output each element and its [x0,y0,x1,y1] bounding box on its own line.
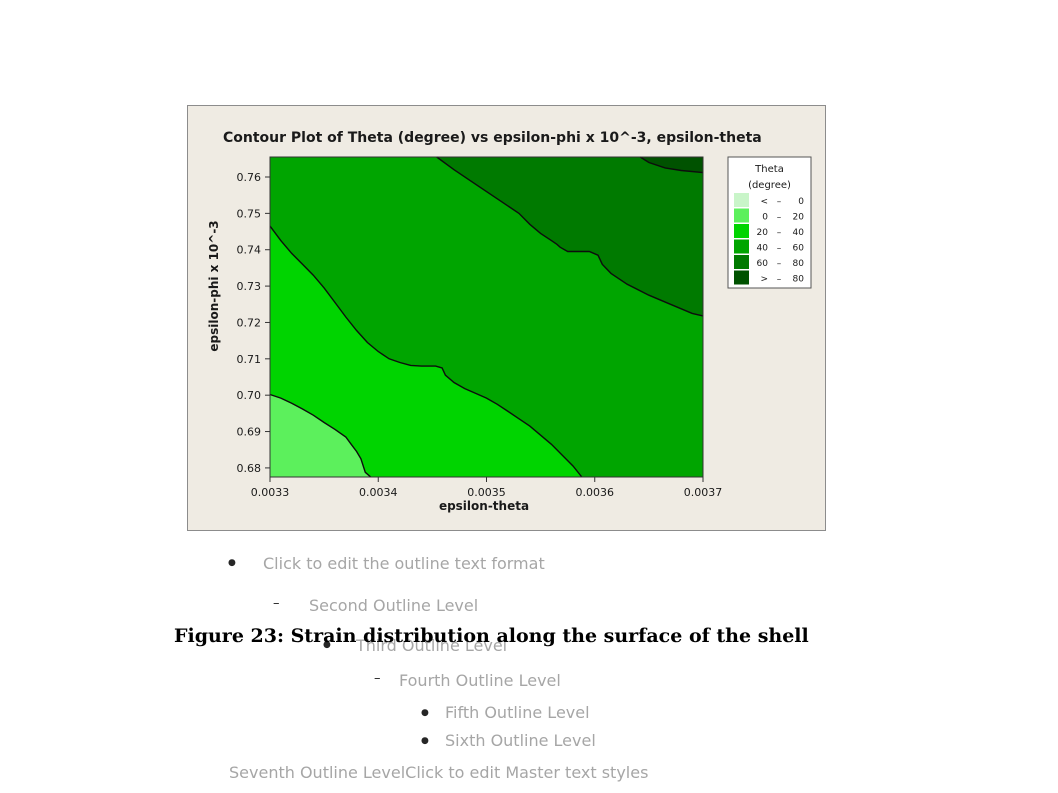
y-tick-label: 0.73 [237,280,262,293]
x-tick-label: 0.0035 [467,486,506,499]
legend-entry-dash: – [777,244,782,254]
legend-swatch [734,239,749,254]
contour-line-40 [269,225,583,478]
legend-swatch [734,193,749,207]
x-tick-label: 0.0033 [251,486,290,499]
legend-entry-dash: – [777,259,782,269]
bullet-level5: ● [421,708,429,718]
contour-plot-figure: Contour Plot of Theta (degree) vs epsilo… [187,105,826,531]
y-tick-label: 0.75 [237,207,262,220]
legend-entry-dash: – [777,275,782,285]
outline-level2[interactable]: Second Outline Level [309,596,479,615]
y-tick-label: 0.68 [237,462,262,475]
y-axis-label: epsilon-phi x 10^-3 [207,220,221,351]
y-tick-label: 0.76 [237,171,262,184]
y-tick-label: 0.71 [237,353,262,366]
legend-entry-high: 0 [798,197,804,207]
legend-entry-high: 60 [793,244,805,254]
x-axis-label: epsilon-theta [439,499,529,513]
legend-title: (degree) [748,180,791,191]
bullet-level6: ● [421,736,429,746]
y-tick-label: 0.70 [237,389,262,402]
x-tick-label: 0.0037 [684,486,723,499]
bullet-level1: ● [228,558,236,568]
legend-entry-low: < [760,197,768,207]
contour-band-1 [436,157,703,316]
y-tick-label: 0.69 [237,426,262,439]
contour-line-20 [269,393,372,478]
legend-title: Theta [754,164,784,175]
contour-line-80 [639,156,704,174]
y-tick-label: 0.72 [237,316,262,329]
outline-level5[interactable]: Fifth Outline Level [445,703,590,722]
legend-entry-low: 60 [757,259,769,269]
dash-level4: – [374,671,381,686]
legend-entry-low: 20 [757,228,769,238]
legend-entry-high: 20 [793,213,805,223]
outline-level6[interactable]: Sixth Outline Level [445,731,596,750]
x-tick-label: 0.0036 [576,486,615,499]
legend-swatch [734,208,749,223]
legend-entry-low: > [760,275,768,285]
legend-swatch [734,224,749,238]
outline-level1[interactable]: Click to edit the outline text format [263,554,545,573]
legend-swatch [734,270,749,285]
legend-entry-high: 80 [793,275,805,285]
x-tick-label: 0.0034 [359,486,398,499]
legend-entry-dash: – [777,197,782,207]
legend-entry-dash: – [777,228,782,238]
figure-caption: Figure 23: Strain distribution along the… [174,625,809,647]
legend-entry-low: 40 [757,244,769,254]
outline-level3[interactable]: Third Outline Level [356,636,508,655]
legend-entry-high: 80 [793,259,805,269]
outline-level4[interactable]: Fourth Outline Level [399,671,561,690]
legend-entry-low: 0 [762,213,768,223]
dash-level2: – [273,596,280,611]
legend-swatch [734,255,749,269]
y-tick-label: 0.74 [237,244,262,257]
contour-band-0 [640,157,703,173]
legend-entry-dash: – [777,213,782,223]
contour-plot-svg: Contour Plot of Theta (degree) vs epsilo… [187,105,826,531]
contour-band-2 [270,226,582,477]
plot-area [269,156,704,478]
axes: 0.0033 0.0034 0.0035 0.0036 0.0037 0.68 0.69 0.… [237,171,723,499]
contour-band-3 [270,394,371,477]
outline-level7[interactable]: Seventh Outline LevelClick to edit Maste… [229,763,649,782]
contour-line-60 [436,156,704,317]
chart-title: Contour Plot of Theta (degree) vs epsilo… [223,130,762,146]
legend-entry-high: 40 [793,228,805,238]
bullet-level3: ● [323,640,331,650]
